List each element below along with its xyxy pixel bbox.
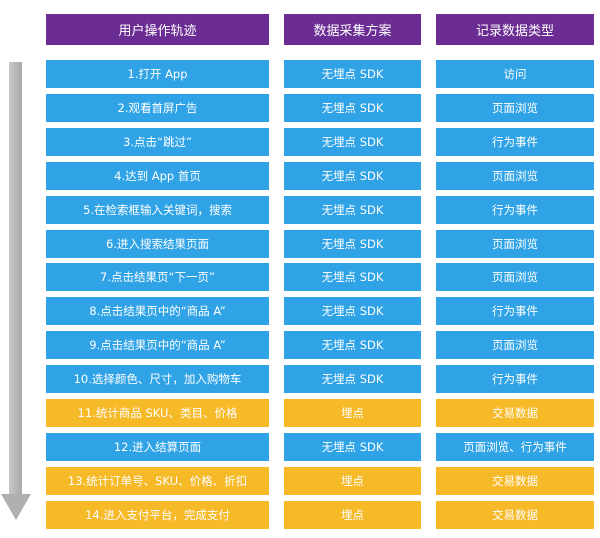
row-method-cell: 无埋点 SDK (284, 331, 421, 359)
row-method-cell: 无埋点 SDK (284, 94, 421, 122)
row-type-cell: 行为事件 (436, 128, 594, 156)
row-method-cell: 埋点 (284, 467, 421, 495)
timeline-arrow-head (1, 494, 31, 520)
row-method-cell: 无埋点 SDK (284, 230, 421, 258)
row-method-cell: 埋点 (284, 501, 421, 529)
row-type-cell: 页面浏览 (436, 263, 594, 291)
row-type-cell: 交易数据 (436, 399, 594, 427)
header-data-type: 记录数据类型 (436, 14, 594, 45)
row-type-cell: 访问 (436, 60, 594, 88)
row-action-cell: 5.在检索框输入关键词，搜索 (46, 196, 269, 224)
row-type-cell: 页面浏览、行为事件 (436, 433, 594, 461)
row-action-cell: 10.选择颜色、尺寸，加入购物车 (46, 365, 269, 393)
header-collection-method: 数据采集方案 (284, 14, 421, 45)
row-method-cell: 无埋点 SDK (284, 365, 421, 393)
header-user-actions: 用户操作轨迹 (46, 14, 269, 45)
row-type-cell: 行为事件 (436, 297, 594, 325)
row-method-cell: 埋点 (284, 399, 421, 427)
row-type-cell: 行为事件 (436, 365, 594, 393)
row-type-cell: 页面浏览 (436, 94, 594, 122)
row-method-cell: 无埋点 SDK (284, 60, 421, 88)
row-method-cell: 无埋点 SDK (284, 196, 421, 224)
row-action-cell: 1.打开 App (46, 60, 269, 88)
row-action-cell: 11.统计商品 SKU、类目、价格 (46, 399, 269, 427)
row-method-cell: 无埋点 SDK (284, 128, 421, 156)
row-action-cell: 7.点击结果页“下一页” (46, 263, 269, 291)
row-type-cell: 页面浏览 (436, 162, 594, 190)
row-type-cell: 交易数据 (436, 501, 594, 529)
row-action-cell: 3.点击“跳过” (46, 128, 269, 156)
row-action-cell: 8.点击结果页中的“商品 A” (46, 297, 269, 325)
row-action-cell: 4.达到 App 首页 (46, 162, 269, 190)
row-method-cell: 无埋点 SDK (284, 162, 421, 190)
row-type-cell: 页面浏览 (436, 230, 594, 258)
row-action-cell: 6.进入搜索结果页面 (46, 230, 269, 258)
row-type-cell: 交易数据 (436, 467, 594, 495)
row-method-cell: 无埋点 SDK (284, 297, 421, 325)
timeline-arrow-shaft (9, 62, 22, 496)
row-action-cell: 12.进入结算页面 (46, 433, 269, 461)
row-action-cell: 9.点击结果页中的“商品 A” (46, 331, 269, 359)
row-method-cell: 无埋点 SDK (284, 263, 421, 291)
row-action-cell: 2.观看首屏广告 (46, 94, 269, 122)
row-method-cell: 无埋点 SDK (284, 433, 421, 461)
row-action-cell: 14.进入支付平台，完成支付 (46, 501, 269, 529)
row-type-cell: 页面浏览 (436, 331, 594, 359)
row-type-cell: 行为事件 (436, 196, 594, 224)
row-action-cell: 13.统计订单号、SKU、价格、折扣 (46, 467, 269, 495)
